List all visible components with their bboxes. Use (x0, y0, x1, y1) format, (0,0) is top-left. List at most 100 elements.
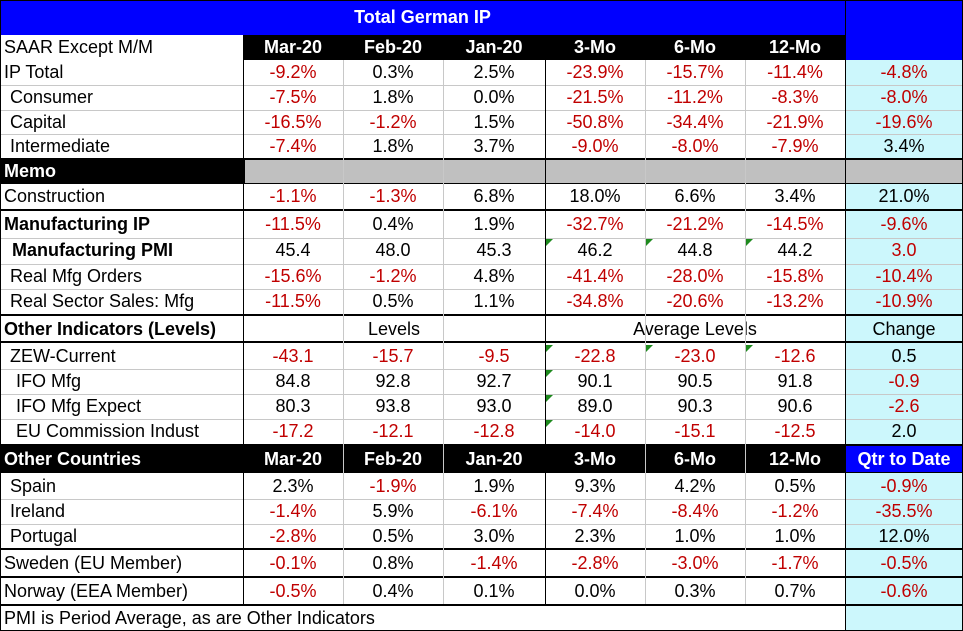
row-manufacturing-pmi-value: 45.4 (275, 240, 311, 260)
row-manufacturing-pmi-value: 45.3 (476, 240, 512, 260)
row-capital-value: -1.2% (369, 112, 417, 132)
levels-header: Levels (367, 319, 421, 339)
row-zew-current-label: ZEW-Current (10, 346, 116, 366)
divider-after-sweden (0, 576, 963, 578)
row-spain-value: -1.9% (369, 476, 417, 496)
row-manufacturing-ip-value: -9.6% (880, 214, 928, 234)
subtitle: SAAR Except M/M (4, 37, 154, 57)
countries-period-header-3-mo: 3-Mo (574, 449, 616, 469)
row-spain-value: 0.5% (774, 476, 816, 496)
row-real-mfg-orders-value: -28.0% (666, 266, 724, 286)
row-intermediate-value: -9.0% (571, 136, 619, 156)
row-separator (0, 394, 963, 395)
row-intermediate-value: 3.7% (473, 136, 515, 156)
row-ireland-value: -1.4% (269, 501, 317, 521)
row-ireland-value: -35.5% (875, 501, 933, 521)
row-sweden-value: -0.1% (269, 553, 317, 573)
row-consumer-value: -11.2% (667, 87, 723, 107)
row-ifo-mfg-value: 90.1 (577, 371, 613, 391)
memo-bar (0, 159, 245, 184)
col-sep-quarter (845, 0, 846, 631)
countries-qtr-header-bg (845, 446, 963, 472)
row-zew-current-value: -43.1 (272, 346, 314, 366)
row-manufacturing-pmi-label: Manufacturing PMI (12, 240, 173, 260)
row-separator (0, 110, 963, 111)
row-separator (0, 85, 963, 86)
row-ifo-mfg-expect-value: 93.0 (476, 396, 512, 416)
row-separator (0, 419, 963, 420)
row-manufacturing-ip-value: 1.9% (473, 214, 515, 234)
row-capital-value: -34.4% (666, 112, 724, 132)
row-eu-commission-indust-value: -12.1 (372, 421, 414, 441)
row-zew-current-value: -12.6 (774, 346, 816, 366)
footnote: PMI is Period Average, as are Other Indi… (4, 608, 375, 628)
col-separator-light (745, 60, 746, 604)
quarter-header-bg (845, 0, 963, 60)
period-header-3-mo: 3-Mo (574, 37, 616, 57)
row-ireland-value: 5.9% (372, 501, 414, 521)
row-ifo-mfg-expect-value: 89.0 (577, 396, 613, 416)
row-spain-value: 2.3% (272, 476, 314, 496)
row-manufacturing-ip-value: 0.4% (372, 214, 414, 234)
row-real-mfg-orders-value: -1.2% (369, 266, 417, 286)
border-left (0, 0, 1, 631)
row-construction-value: -1.1% (269, 186, 317, 206)
row-real-mfg-orders-value: -10.4% (875, 266, 933, 286)
row-ireland-value: -8.4% (671, 501, 719, 521)
error-indicator-icon (546, 420, 553, 427)
row-manufacturing-pmi-value: 44.8 (677, 240, 713, 260)
countries-period-header-12-mo: 12-Mo (768, 449, 821, 469)
row-norway-value: 0.1% (473, 581, 515, 601)
row-ip-total-value: -23.9% (566, 62, 624, 82)
period-header-jan-20: Jan-20 (465, 37, 523, 57)
row-construction-value: 6.6% (674, 186, 716, 206)
row-manufacturing-ip-value: -14.5% (766, 214, 824, 234)
row-zew-current-value: 0.5 (891, 346, 917, 366)
row-spain-value: -0.9% (880, 476, 928, 496)
row-manufacturing-pmi-value: 3.0 (891, 240, 917, 260)
row-ifo-mfg-value: -0.9 (888, 371, 920, 391)
row-ifo-mfg-expect-value: -2.6 (888, 396, 920, 416)
countries-period-header-feb-20: Feb-20 (363, 449, 423, 469)
row-ip-total-label: IP Total (4, 62, 64, 82)
row-construction-value: 6.8% (473, 186, 515, 206)
row-portugal-value: 1.0% (674, 526, 716, 546)
row-manufacturing-ip-value: -21.2% (666, 214, 724, 234)
row-construction-label: Construction (4, 186, 106, 206)
row-separator (0, 134, 963, 135)
row-sweden-value: -1.4% (470, 553, 518, 573)
col-sep-3mo (545, 35, 546, 604)
row-construction-value: 18.0% (569, 186, 621, 206)
row-capital-label: Capital (10, 112, 67, 132)
countries-period-header-mar-20: Mar-20 (263, 449, 323, 469)
row-sweden-value: 0.8% (372, 553, 414, 573)
row-real-sector-sales-mfg-label: Real Sector Sales: Mfg (10, 291, 195, 311)
row-capital-value: -50.8% (566, 112, 624, 132)
col-separator-light (645, 60, 646, 604)
row-portugal-label: Portugal (10, 526, 78, 546)
row-norway-value: -0.6% (880, 581, 928, 601)
row-intermediate-value: -7.4% (269, 136, 317, 156)
row-consumer-value: 0.0% (473, 87, 515, 107)
row-real-sector-sales-mfg-value: -34.8% (566, 291, 624, 311)
row-real-mfg-orders-value: -15.8% (766, 266, 824, 286)
divider-after-indicators (0, 444, 963, 446)
border-top (0, 0, 963, 1)
row-eu-commission-indust-value: -15.1 (674, 421, 716, 441)
row-ip-total-value: -11.4% (767, 62, 823, 82)
row-real-sector-sales-mfg-value: 1.1% (473, 291, 515, 311)
row-manufacturing-pmi-value: 44.2 (777, 240, 813, 260)
col-sep-label (243, 35, 244, 604)
row-real-mfg-orders-label: Real Mfg Orders (10, 266, 143, 286)
row-real-mfg-orders-value: -41.4% (566, 266, 624, 286)
row-intermediate-value: -7.9% (771, 136, 819, 156)
row-ifo-mfg-value: 90.5 (677, 371, 713, 391)
row-separator (0, 264, 963, 265)
period-header-mar-20: Mar-20 (263, 37, 323, 57)
title-bar (0, 0, 845, 35)
row-separator (0, 369, 963, 370)
col-separator-light (343, 60, 344, 604)
row-capital-value: 1.5% (473, 112, 515, 132)
error-indicator-icon (646, 345, 653, 352)
row-eu-commission-indust-label: EU Commission Indust (16, 421, 200, 441)
